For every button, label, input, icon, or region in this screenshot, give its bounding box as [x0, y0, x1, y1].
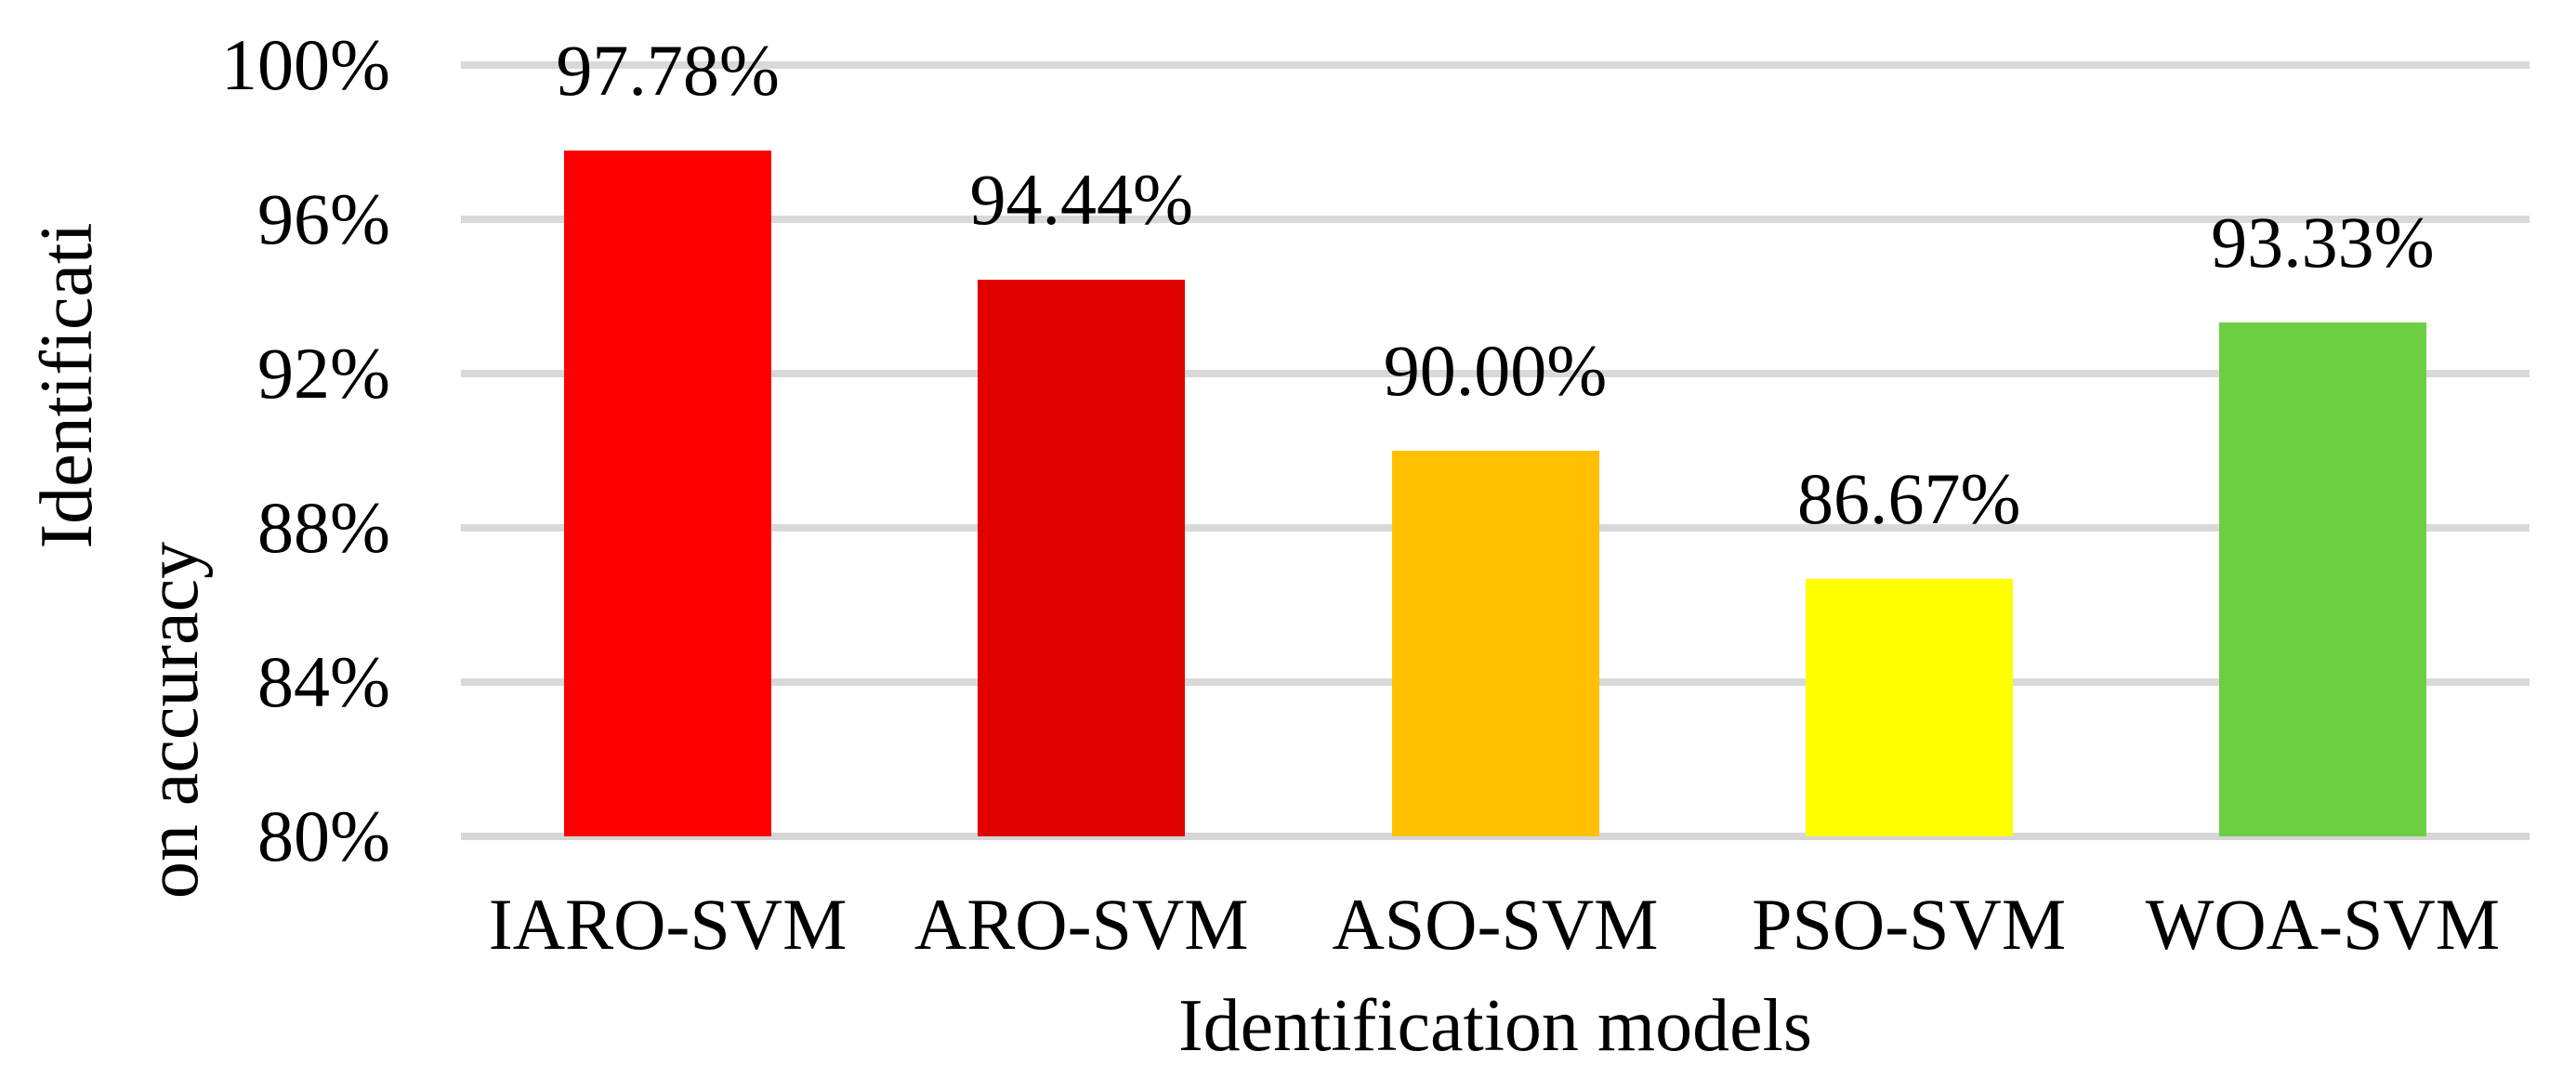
y-tick-label: 80% — [257, 795, 390, 876]
x-axis-line — [461, 833, 2530, 840]
category-label-IARO-SVM: IARO-SVM — [488, 884, 848, 965]
bar-ARO-SVM — [978, 279, 1186, 836]
bar-IARO-SVM — [564, 151, 772, 836]
y-tick-label: 88% — [257, 487, 390, 568]
bar-value-label-ASO-SVM: 90.00% — [1383, 330, 1608, 411]
y-tick-label: 100% — [221, 24, 390, 105]
bar-WOA-SVM — [2218, 322, 2426, 836]
bar-ASO-SVM — [1391, 451, 1599, 836]
plot-area: 97.78% 94.44% 90.00% 86.67% 93.33% IARO-SVM A… — [461, 33, 2530, 962]
category-label-ASO-SVM: ASO-SVM — [1332, 884, 1659, 965]
category-label-ARO-SVM: ARO-SVM — [913, 884, 1249, 965]
y-tick-label: 84% — [257, 641, 390, 722]
x-axis-title: Identification models — [1177, 985, 1813, 1067]
gridline — [461, 370, 2530, 377]
bar-value-label-WOA-SVM: 93.33% — [2211, 201, 2435, 283]
gridline — [461, 216, 2530, 223]
y-tick-label: 96% — [257, 178, 390, 259]
gridline — [461, 61, 2530, 69]
bar-value-label-PSO-SVM: 86.67% — [1796, 458, 2021, 540]
bar-value-label-IARO-SVM: 97.78% — [556, 30, 780, 112]
bar-value-label-ARO-SVM: 94.44% — [969, 158, 1194, 240]
bar-PSO-SVM — [1805, 579, 2013, 836]
y-tick-label: 92% — [257, 333, 390, 414]
category-label-PSO-SVM: PSO-SVM — [1752, 884, 2067, 965]
category-label-WOA-SVM: WOA-SVM — [2145, 884, 2501, 965]
